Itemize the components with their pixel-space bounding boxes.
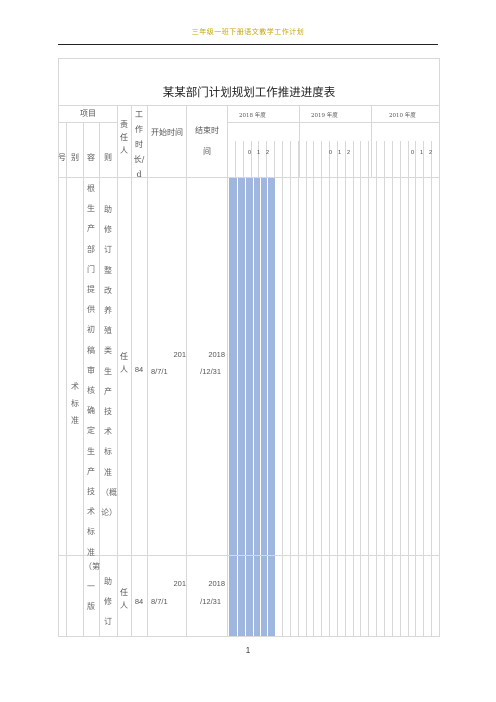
gantt-grid-line (392, 141, 393, 636)
month-digit: 1 (338, 150, 342, 156)
sub-header-rule: 则 (104, 153, 112, 162)
year-label-2019: 2019 年度 (311, 113, 338, 119)
month-digit: 2 (347, 150, 351, 156)
gantt-grid-line (298, 141, 299, 636)
row2-duration: 84 (134, 597, 144, 606)
row2-content-text: （第一版 (84, 562, 100, 612)
row-divider (59, 555, 439, 556)
row2-end-line1: 2018 (208, 579, 225, 588)
page-header-text: 三年级一班下册语文教学工作计划 (191, 28, 305, 36)
gantt-grid-line (360, 141, 361, 636)
col-line (131, 177, 132, 636)
gantt-grid-line (376, 141, 377, 636)
col-line (83, 177, 84, 636)
gantt-grid-line (345, 141, 346, 636)
month-digit: 0 (248, 150, 252, 156)
header-rule (58, 44, 438, 45)
row2-end-line2: /12/31 (200, 597, 221, 606)
title-divider (59, 105, 439, 106)
duration-header: 工作时长/d (133, 110, 145, 179)
sub-header-number: 号 (58, 153, 66, 162)
group-header-divider (59, 122, 117, 123)
progress-table: 某某部门计划规划工作推进进度表 项目 号 别 容 则 责任人 工作时长/d 开始… (58, 58, 440, 637)
col-line (371, 105, 372, 177)
row2-rule-text: 助修订 (104, 577, 112, 627)
gantt-grid-line (353, 141, 354, 636)
gantt-grid-line (282, 141, 283, 636)
gantt-grid-line (400, 141, 401, 636)
row1-end-line1: 2018 (208, 350, 225, 359)
month-digit: 1 (420, 150, 424, 156)
col-line (131, 105, 132, 177)
table-top-border (59, 58, 439, 59)
year-label-2018: 2018 年度 (239, 113, 266, 119)
row1-end-line2: /12/31 (200, 367, 221, 376)
col-line (186, 177, 187, 636)
row1-rule-text: 助修订整改养殖类生产技术标准（概论） (101, 205, 117, 518)
row1-start-line2: 8/7/1 (151, 367, 168, 376)
gantt-grid-line (313, 141, 314, 636)
col-line (99, 122, 100, 177)
col-line (117, 105, 118, 177)
row2-owner: 任人 (120, 588, 128, 610)
col-line (299, 105, 300, 177)
gantt-grid-line (306, 141, 307, 636)
col-line (117, 177, 118, 636)
col-line (147, 177, 148, 636)
gantt-grid-line (329, 141, 330, 636)
gantt-grid-line (423, 141, 424, 636)
sub-header-content: 容 (87, 153, 95, 162)
gantt-grid-line (290, 141, 291, 636)
col-line (227, 177, 228, 636)
year-header-divider (227, 122, 439, 123)
month-digit: 0 (411, 150, 415, 156)
row1-content-text: 根生产部门提供初稿审核确定生产技术标准 (87, 184, 95, 557)
gantt-grid-line (415, 141, 416, 636)
row1-owner: 任人 (120, 352, 128, 374)
table-title: 某某部门计划规划工作推进进度表 (162, 85, 336, 99)
gantt-grid-line (337, 141, 338, 636)
year-label-2010: 2010 年度 (389, 113, 416, 119)
responsible-header: 责任人 (120, 120, 128, 155)
row2-start-line2: 8/7/1 (151, 597, 168, 606)
start-time-header: 开始时间 (151, 128, 183, 137)
gantt-grid-line (384, 141, 385, 636)
row2-progress-bar (229, 556, 275, 636)
header-bottom-divider (59, 177, 439, 178)
gantt-grid-line (431, 141, 432, 636)
gantt-grid-line (408, 141, 409, 636)
col-line (147, 105, 148, 177)
col-line (186, 105, 187, 177)
group-header-label: 项目 (80, 109, 96, 118)
month-digit: 0 (329, 150, 333, 156)
month-digit: 1 (257, 150, 261, 156)
page-number: 1 (245, 646, 251, 655)
row1-start-line1: 201 (173, 350, 186, 359)
row1-progress-bar (229, 178, 275, 555)
category-cell-text: 术标准 (71, 382, 79, 425)
sub-header-category: 别 (71, 153, 79, 162)
row2-start-line1: 201 (173, 579, 186, 588)
col-line (66, 122, 67, 177)
gantt-grid-line (321, 141, 322, 636)
month-digit: 2 (266, 150, 270, 156)
row1-duration: 84 (134, 365, 144, 374)
col-line (227, 105, 228, 177)
gantt-grid-line (368, 141, 369, 636)
month-digit: 2 (429, 150, 433, 156)
col-line (99, 177, 100, 636)
col-line (66, 177, 67, 636)
col-line (83, 122, 84, 177)
end-time-header: 结束时间 (195, 126, 219, 156)
